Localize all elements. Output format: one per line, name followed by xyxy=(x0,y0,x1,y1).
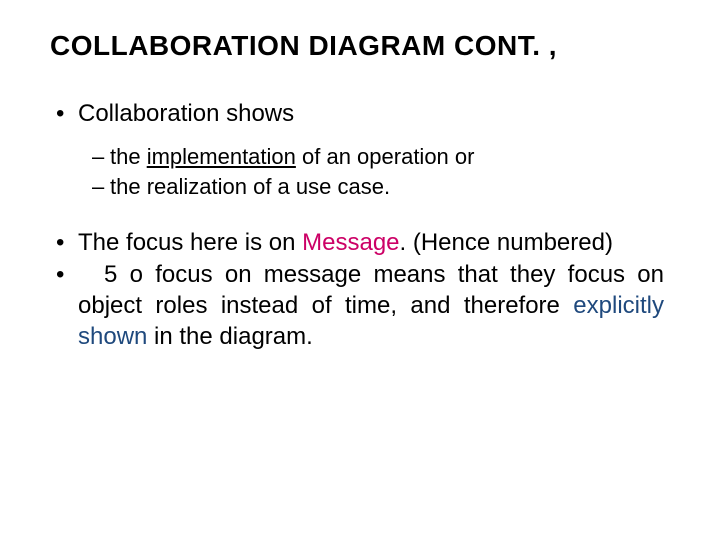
bullet-focus-message: The focus here is on Message. (Hence num… xyxy=(50,227,670,258)
text-post: of an operation or xyxy=(296,144,475,169)
subbullet-realization: the realization of a use case. xyxy=(50,172,670,202)
text-emphasis: Message xyxy=(302,229,399,256)
bullet-collaboration-shows: Collaboration shows xyxy=(50,100,670,128)
text-pre: The focus here is on xyxy=(78,229,302,256)
text-post: in the diagram. xyxy=(147,323,312,350)
text-post: . (Hence numbered) xyxy=(400,229,613,256)
slide-title: COLLABORATION DIAGRAM CONT. , xyxy=(50,30,670,62)
text-underlined: implementation xyxy=(147,144,296,169)
subbullet-implementation: the implementation of an operation or xyxy=(50,142,670,172)
text-pre: the xyxy=(110,144,147,169)
bullet-object-roles: 5 o focus on message means that they foc… xyxy=(50,259,670,353)
